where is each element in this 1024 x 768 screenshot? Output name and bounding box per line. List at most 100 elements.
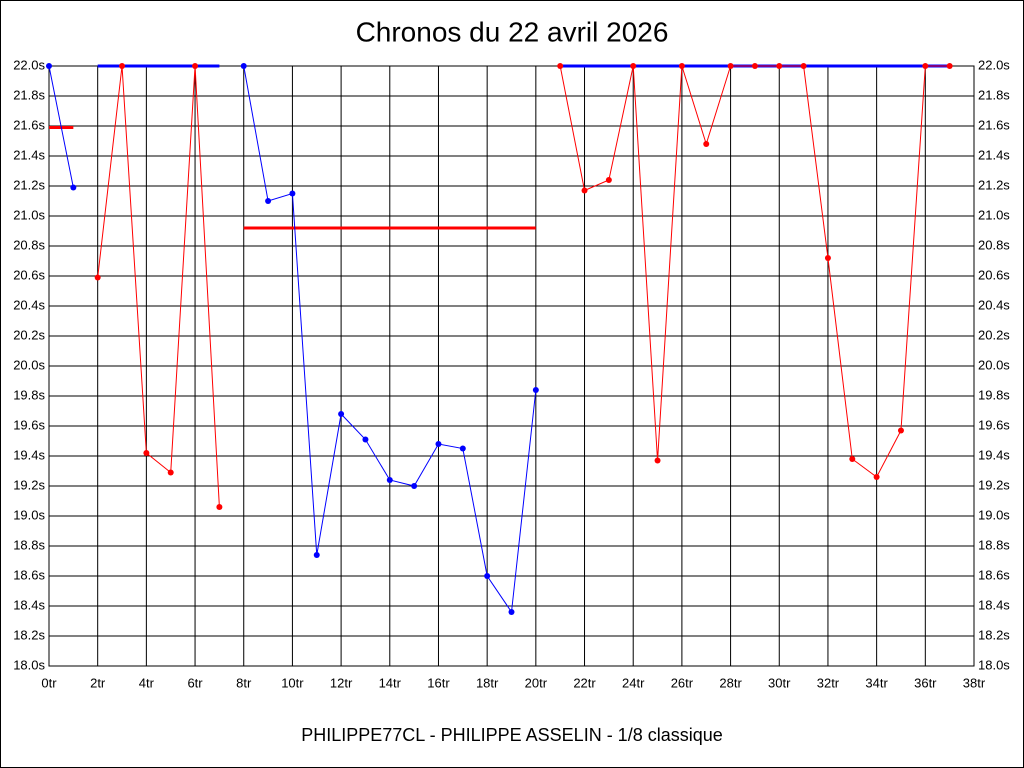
data-point	[654, 457, 661, 464]
data-point	[119, 63, 126, 69]
y-tick-label: 21.2s	[13, 177, 45, 192]
data-point	[459, 445, 466, 452]
x-tick-label: 2tr	[90, 675, 106, 690]
y-tick-label: 20.2s	[13, 327, 45, 342]
y2-tick-label: 18.8s	[978, 537, 1010, 552]
data-point	[605, 177, 612, 183]
y-tick-label: 18.6s	[13, 567, 45, 582]
y2-tick-label: 20.8s	[978, 237, 1010, 252]
data-point	[411, 483, 418, 489]
y2-tick-label: 21.6s	[978, 117, 1010, 132]
data-point	[581, 187, 588, 194]
data-point	[873, 474, 880, 480]
x-tick-label: 34tr	[865, 675, 888, 690]
chart-title: Chronos du 22 avril 2026	[356, 16, 669, 47]
y-tick-label: 21.4s	[13, 147, 45, 162]
y-tick-label: 20.6s	[13, 267, 45, 282]
y-tick-label: 19.0s	[13, 507, 45, 522]
x-tick-label: 10tr	[281, 675, 304, 690]
data-point	[192, 63, 199, 69]
y2-tick-label: 18.2s	[978, 627, 1010, 642]
y-tick-label: 21.8s	[13, 87, 45, 102]
y-tick-label: 21.0s	[13, 207, 45, 222]
x-tick-label: 0tr	[41, 675, 57, 690]
plot-border	[48, 65, 975, 667]
y2-tick-label: 18.0s	[978, 657, 1010, 672]
x-axis-label: PHILIPPE77CL - PHILIPPE ASSELIN - 1/8 cl…	[301, 725, 723, 745]
y2-tick-label: 19.4s	[978, 447, 1010, 462]
data-point	[289, 190, 296, 197]
data-point	[557, 63, 564, 69]
data-point	[703, 141, 710, 147]
data-point	[143, 450, 150, 456]
y2-tick-label: 20.6s	[978, 267, 1010, 282]
x-tick-label: 36tr	[914, 675, 937, 690]
y-tick-label: 18.0s	[13, 657, 45, 672]
data-point	[849, 456, 856, 462]
data-point	[678, 63, 685, 69]
x-tick-label: 32tr	[817, 675, 840, 690]
data-point	[946, 63, 953, 69]
y-tick-label: 19.6s	[13, 417, 45, 432]
x-tick-label: 18tr	[476, 675, 499, 690]
data-point	[922, 63, 929, 69]
data-point	[94, 274, 101, 281]
y-tick-label: 20.0s	[13, 357, 45, 372]
y-tick-label: 21.6s	[13, 117, 45, 132]
y-tick-label: 20.8s	[13, 237, 45, 252]
data-point	[362, 436, 369, 443]
y2-tick-label: 19.2s	[978, 477, 1010, 492]
data-point	[532, 387, 539, 393]
y-tick-label: 18.8s	[13, 537, 45, 552]
y2-tick-label: 19.0s	[978, 507, 1010, 522]
data-point	[824, 255, 831, 261]
x-tick-label: 8tr	[236, 675, 252, 690]
y2-tick-label: 21.0s	[978, 207, 1010, 222]
y-tick-label: 19.2s	[13, 477, 45, 492]
x-tick-label: 38tr	[963, 675, 986, 690]
x-tick-label: 30tr	[768, 675, 791, 690]
y-tick-label: 18.4s	[13, 597, 45, 612]
data-point	[240, 63, 247, 69]
y2-tick-label: 20.4s	[978, 297, 1010, 312]
data-point	[265, 198, 272, 204]
data-point	[630, 63, 637, 69]
data-point	[800, 63, 807, 69]
x-tick-label: 4tr	[139, 675, 155, 690]
data-point	[216, 504, 223, 510]
data-point	[508, 609, 515, 615]
y-tick-label: 19.8s	[13, 387, 45, 402]
x-tick-label: 22tr	[573, 675, 596, 690]
y2-tick-label: 21.4s	[978, 147, 1010, 162]
data-point	[727, 63, 734, 69]
data-point	[313, 552, 320, 558]
data-point	[167, 469, 174, 476]
y2-tick-label: 20.0s	[978, 357, 1010, 372]
y2-tick-label: 21.2s	[978, 177, 1010, 192]
x-tick-label: 28tr	[719, 675, 742, 690]
y2-tick-label: 18.6s	[978, 567, 1010, 582]
x-tick-label: 16tr	[427, 675, 450, 690]
y-tick-label: 22.0s	[13, 57, 45, 72]
y-tick-label: 19.4s	[13, 447, 45, 462]
data-point	[897, 427, 904, 434]
x-tick-label: 14tr	[379, 675, 402, 690]
y2-tick-label: 19.6s	[978, 417, 1010, 432]
x-tick-label: 24tr	[622, 675, 645, 690]
x-tick-label: 26tr	[671, 675, 694, 690]
x-tick-label: 12tr	[330, 675, 353, 690]
y2-tick-label: 20.2s	[978, 327, 1010, 342]
data-point	[70, 184, 77, 191]
data-point	[338, 411, 345, 417]
y-tick-label: 18.2s	[13, 627, 45, 642]
x-tick-label: 20tr	[525, 675, 548, 690]
data-point	[46, 63, 52, 69]
y2-tick-label: 22.0s	[978, 57, 1010, 72]
y2-tick-label: 18.4s	[978, 597, 1010, 612]
data-point	[484, 573, 491, 579]
data-point	[386, 477, 393, 483]
y2-tick-label: 19.8s	[978, 387, 1010, 402]
